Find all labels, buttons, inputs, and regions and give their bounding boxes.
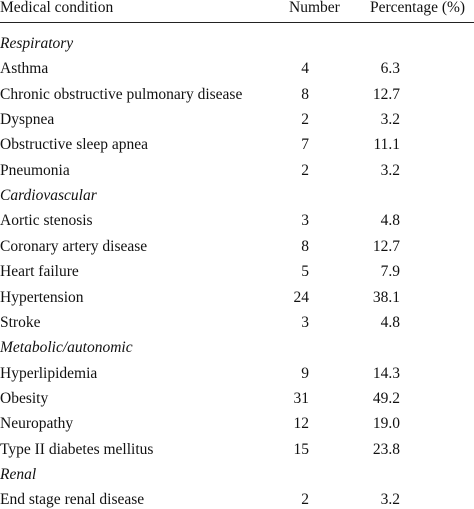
number: 3 bbox=[301, 212, 309, 230]
number: 8 bbox=[301, 237, 309, 255]
percentage: 7.9 bbox=[380, 263, 400, 281]
percentage: 4.8 bbox=[380, 212, 400, 230]
header-cell: Number bbox=[289, 0, 340, 16]
number: 3 bbox=[301, 313, 309, 331]
condition: Obesity bbox=[0, 389, 49, 407]
condition: Neuropathy bbox=[0, 415, 74, 433]
number: 2 bbox=[301, 111, 309, 129]
condition: End stage renal disease bbox=[0, 491, 145, 509]
number: 9 bbox=[301, 364, 309, 382]
condition: Asthma bbox=[0, 60, 49, 78]
percentage: 4.8 bbox=[380, 313, 400, 331]
percentage: 6.3 bbox=[380, 60, 400, 78]
condition: Type II diabetes mellitus bbox=[0, 440, 154, 458]
number: 15 bbox=[293, 440, 310, 458]
condition: Heart failure bbox=[0, 263, 79, 281]
header-cell: Medical condition bbox=[0, 0, 114, 16]
group-label: Respiratory bbox=[0, 35, 74, 52]
percentage: 12.7 bbox=[372, 85, 400, 103]
condition: Stroke bbox=[0, 313, 41, 331]
group-label: Metabolic/autonomic bbox=[0, 339, 133, 357]
percentage: 38.1 bbox=[372, 288, 400, 306]
percentage: 14.3 bbox=[372, 364, 400, 382]
condition: Obstructive sleep apnea bbox=[0, 136, 149, 154]
group-label: Cardiovascular bbox=[0, 187, 97, 205]
percentage: 19.0 bbox=[372, 415, 400, 433]
number: 2 bbox=[301, 491, 309, 509]
condition: Coronary artery disease bbox=[0, 237, 148, 255]
percentage: 3.2 bbox=[380, 491, 400, 509]
percentage: 11.1 bbox=[373, 136, 400, 154]
number: 12 bbox=[293, 415, 310, 433]
condition: Chronic obstructive pulmonary disease bbox=[0, 85, 243, 103]
number: 8 bbox=[301, 85, 309, 103]
condition: Hyperlipidemia bbox=[0, 364, 98, 382]
percentage: 3.2 bbox=[380, 111, 400, 129]
number: 5 bbox=[301, 263, 309, 281]
percentage: 23.8 bbox=[372, 440, 400, 458]
number: 31 bbox=[293, 389, 310, 407]
condition: Dyspnea bbox=[0, 111, 55, 129]
number: 2 bbox=[301, 161, 309, 179]
number: 4 bbox=[301, 60, 309, 78]
percentage: 12.7 bbox=[372, 237, 400, 255]
percentage: 3.2 bbox=[380, 161, 400, 179]
condition: Aortic stenosis bbox=[0, 212, 93, 230]
condition: Hypertension bbox=[0, 288, 84, 306]
condition: Pneumonia bbox=[0, 161, 70, 179]
number: 24 bbox=[293, 288, 310, 306]
number: 7 bbox=[301, 136, 309, 154]
group-label: Renal bbox=[0, 465, 37, 483]
header-cell: Percentage (%) bbox=[370, 0, 466, 16]
percentage: 49.2 bbox=[372, 389, 400, 407]
header-rule bbox=[0, 22, 474, 23]
